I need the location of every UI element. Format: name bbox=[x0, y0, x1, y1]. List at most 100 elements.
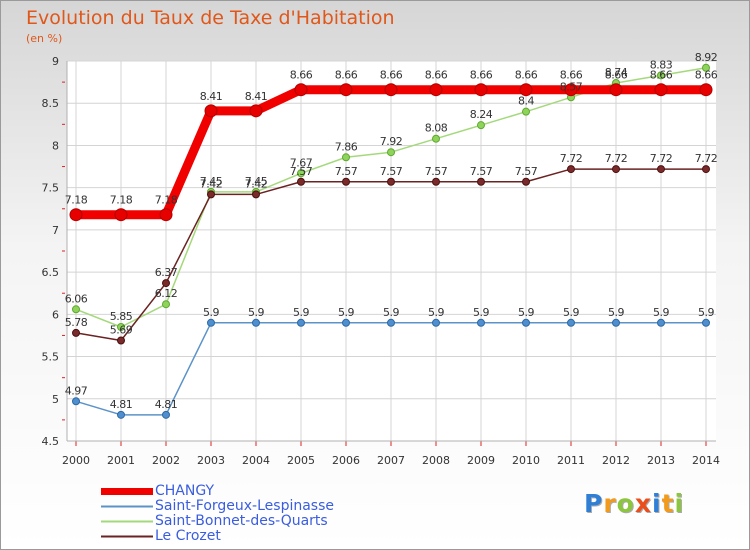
data-label-saint-forgeux-lespinasse: 4.81 bbox=[110, 398, 133, 411]
data-label-saint-forgeux-lespinasse: 5.9 bbox=[383, 306, 399, 319]
data-point-saint-bonnet-des-quarts bbox=[342, 153, 350, 162]
data-label-saint-bonnet-des-quarts: 7.92 bbox=[380, 135, 403, 148]
data-label-le-crozet: 7.72 bbox=[695, 152, 718, 165]
data-point-saint-forgeux-lespinasse bbox=[567, 318, 575, 327]
legend-swatch-saint-forgeux-lespinasse bbox=[101, 505, 153, 508]
data-point-saint-forgeux-lespinasse bbox=[207, 318, 215, 327]
y-tick-label: 5.5 bbox=[42, 351, 60, 364]
data-label-saint-forgeux-lespinasse: 5.9 bbox=[698, 306, 714, 319]
data-label-saint-forgeux-lespinasse: 5.9 bbox=[563, 306, 579, 319]
data-point-saint-bonnet-des-quarts bbox=[117, 323, 125, 331]
data-point-changy bbox=[564, 83, 578, 97]
data-point-changy bbox=[429, 83, 443, 97]
data-point-changy bbox=[69, 208, 83, 222]
data-label-changy: 7.18 bbox=[65, 194, 88, 207]
logo-letter: x bbox=[634, 489, 652, 518]
data-point-saint-forgeux-lespinasse bbox=[342, 318, 350, 327]
data-label-saint-bonnet-des-quarts: 5.85 bbox=[110, 310, 133, 323]
y-tick-label: 4.5 bbox=[42, 435, 60, 448]
data-point-changy bbox=[384, 83, 398, 97]
data-label-saint-bonnet-des-quarts: 8.4 bbox=[518, 95, 534, 108]
y-tick-label: 8 bbox=[52, 139, 59, 152]
data-label-saint-forgeux-lespinasse: 5.9 bbox=[608, 306, 624, 319]
data-point-le-crozet bbox=[342, 177, 350, 186]
data-label-le-crozet: 7.42 bbox=[200, 177, 223, 190]
data-point-le-crozet bbox=[252, 190, 260, 199]
data-label-changy: 8.66 bbox=[290, 69, 313, 82]
logo-letter: P bbox=[584, 489, 604, 518]
data-label-saint-bonnet-des-quarts: 8.74 bbox=[605, 66, 628, 79]
data-point-le-crozet bbox=[162, 279, 170, 288]
data-label-le-crozet: 6.37 bbox=[155, 266, 178, 279]
data-label-saint-forgeux-lespinasse: 5.9 bbox=[518, 306, 534, 319]
data-label-saint-forgeux-lespinasse: 5.9 bbox=[248, 306, 264, 319]
data-point-saint-forgeux-lespinasse bbox=[522, 318, 530, 327]
data-label-le-crozet: 5.78 bbox=[65, 316, 88, 329]
data-label-changy: 8.41 bbox=[200, 90, 223, 103]
data-point-le-crozet bbox=[522, 177, 530, 186]
x-tick-label: 2006 bbox=[332, 454, 360, 467]
x-tick-label: 2004 bbox=[242, 454, 270, 467]
x-tick-label: 2001 bbox=[107, 454, 135, 467]
data-label-changy: 8.66 bbox=[560, 69, 583, 82]
data-point-saint-forgeux-lespinasse bbox=[387, 318, 395, 327]
data-point-changy bbox=[249, 104, 263, 118]
data-label-le-crozet: 7.72 bbox=[560, 152, 583, 165]
data-label-le-crozet: 7.57 bbox=[380, 165, 403, 178]
data-point-le-crozet bbox=[117, 336, 125, 345]
data-label-saint-bonnet-des-quarts: 8.92 bbox=[695, 51, 718, 64]
data-point-le-crozet bbox=[297, 177, 305, 186]
x-tick-label: 2010 bbox=[512, 454, 540, 467]
data-label-changy: 8.66 bbox=[695, 69, 718, 82]
legend-item-le-crozet: Le Crozet bbox=[101, 529, 334, 544]
data-point-changy bbox=[519, 83, 533, 97]
legend-item-changy: CHANGY bbox=[101, 484, 334, 499]
data-label-saint-forgeux-lespinasse: 5.9 bbox=[203, 306, 219, 319]
data-point-saint-forgeux-lespinasse bbox=[477, 318, 485, 327]
data-label-le-crozet: 7.72 bbox=[605, 152, 628, 165]
data-label-changy: 8.66 bbox=[605, 69, 628, 82]
data-label-saint-bonnet-des-quarts: 8.24 bbox=[470, 108, 493, 121]
x-tick-label: 2012 bbox=[602, 454, 630, 467]
data-label-saint-forgeux-lespinasse: 5.9 bbox=[653, 306, 669, 319]
proxiti-logo: Proxiti bbox=[584, 489, 684, 518]
data-point-saint-bonnet-des-quarts bbox=[522, 107, 530, 116]
data-label-changy: 7.18 bbox=[155, 194, 178, 207]
y-tick-label: 8.5 bbox=[42, 97, 60, 110]
logo-letter: i bbox=[674, 489, 685, 518]
x-tick-label: 2014 bbox=[692, 454, 720, 467]
x-tick-label: 2007 bbox=[377, 454, 405, 467]
data-label-saint-forgeux-lespinasse: 4.81 bbox=[155, 398, 178, 411]
legend-swatch-saint-bonnet-des-quarts bbox=[101, 520, 153, 523]
x-tick-label: 2002 bbox=[152, 454, 180, 467]
data-label-changy: 7.18 bbox=[110, 194, 133, 207]
data-label-le-crozet: 7.57 bbox=[515, 165, 538, 178]
data-point-saint-bonnet-des-quarts bbox=[297, 169, 305, 178]
legend-label-changy: CHANGY bbox=[155, 483, 215, 499]
data-point-saint-bonnet-des-quarts bbox=[162, 300, 170, 309]
data-label-saint-forgeux-lespinasse: 5.9 bbox=[293, 306, 309, 319]
logo-letter: r bbox=[603, 489, 617, 518]
data-label-saint-bonnet-des-quarts: 7.86 bbox=[335, 140, 358, 153]
data-label-le-crozet: 7.42 bbox=[245, 177, 268, 190]
y-tick-label: 6 bbox=[52, 308, 59, 321]
data-label-le-crozet: 5.69 bbox=[110, 324, 133, 337]
y-axis-unit-label: (en %) bbox=[26, 32, 63, 45]
data-label-saint-forgeux-lespinasse: 5.9 bbox=[473, 306, 489, 319]
data-point-changy bbox=[474, 83, 488, 97]
data-point-le-crozet bbox=[207, 190, 215, 199]
y-tick-label: 7.5 bbox=[42, 182, 60, 195]
data-point-saint-forgeux-lespinasse bbox=[117, 410, 125, 419]
data-point-le-crozet bbox=[72, 328, 80, 337]
data-label-changy: 8.66 bbox=[515, 69, 538, 82]
data-point-saint-forgeux-lespinasse bbox=[702, 318, 710, 327]
data-label-le-crozet: 7.57 bbox=[425, 165, 448, 178]
data-point-saint-bonnet-des-quarts bbox=[72, 305, 80, 314]
chart-legend: CHANGY Saint-Forgeux-Lespinasse Saint-Bo… bbox=[101, 484, 334, 544]
data-label-saint-bonnet-des-quarts: 6.12 bbox=[155, 287, 178, 300]
data-label-changy: 8.66 bbox=[470, 69, 493, 82]
data-point-changy bbox=[159, 208, 173, 222]
data-point-changy bbox=[339, 83, 353, 97]
data-point-le-crozet bbox=[387, 177, 395, 186]
